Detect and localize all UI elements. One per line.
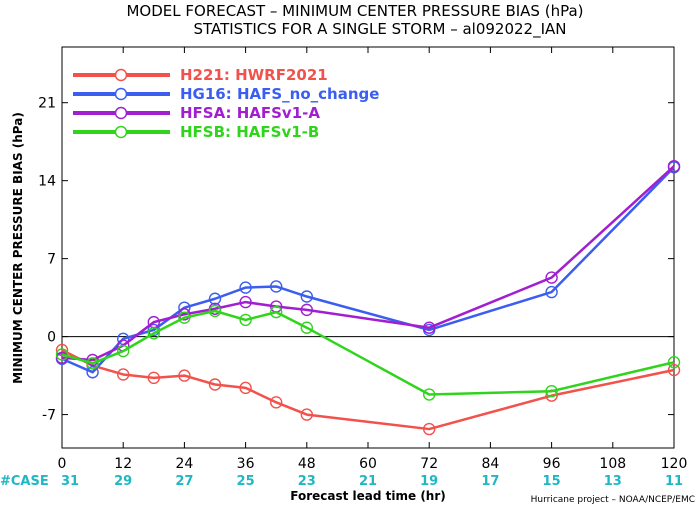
case-count: 17 (481, 474, 499, 489)
case-count: 11 (665, 474, 683, 489)
axis-ticks: 0 12 24 36 48 60 72 84 96 108 120 -7 0 7 14 21 (38, 47, 687, 472)
data-point (55, 351, 69, 364)
x-tick-label: 36 (237, 456, 255, 472)
data-point (667, 356, 681, 369)
y-tick-label: -7 (42, 408, 56, 424)
case-count: 31 (61, 474, 79, 489)
legend-marker (114, 68, 128, 82)
data-point (423, 388, 436, 401)
y-tick-label: 0 (47, 330, 56, 346)
case-count: 21 (359, 474, 377, 489)
data-point (423, 422, 436, 436)
data-point (270, 280, 283, 293)
case-count: 13 (604, 474, 622, 489)
data-point (147, 327, 161, 340)
series-3 (55, 304, 681, 401)
data-point (300, 290, 313, 303)
data-point (178, 369, 191, 382)
x-tick-label: 108 (599, 456, 626, 472)
data-point (270, 305, 283, 319)
x-tick-label: 0 (58, 456, 67, 472)
series-1 (55, 161, 681, 379)
data-point (178, 308, 191, 321)
data-point (239, 381, 252, 395)
data-point (86, 366, 99, 379)
series-0 (55, 343, 681, 436)
data-point (116, 368, 130, 381)
series-layer (55, 159, 681, 436)
data-point (545, 384, 558, 398)
plot-frame (61, 46, 675, 449)
data-point (116, 344, 130, 358)
case-count-label: #CASE (0, 474, 49, 489)
case-count: 15 (543, 474, 561, 489)
legend-entry: H221: HWRF2021 (180, 66, 328, 84)
y-tick-label: 14 (38, 174, 56, 190)
data-point (178, 311, 191, 324)
y-axis-label: MINIMUM CENTER PRESSURE BIAS (hPa) (11, 112, 25, 384)
data-point (300, 303, 313, 317)
case-counts: 31 29 27 25 23 21 19 17 15 13 11 (61, 474, 683, 489)
case-count: 27 (175, 474, 193, 489)
case-count: 19 (420, 474, 438, 489)
x-tick-label: 60 (359, 456, 377, 472)
x-axis-label: Forecast lead time (hr) (290, 489, 446, 503)
data-point (208, 292, 222, 305)
data-point (239, 281, 252, 294)
x-tick-label: 24 (175, 456, 193, 472)
data-point (545, 271, 558, 284)
credit-text: Hurricane project – NOAA/NCEP/EMC (531, 495, 695, 505)
case-count: 23 (298, 474, 316, 489)
case-count: 25 (237, 474, 255, 489)
data-point (423, 321, 436, 334)
x-tick-label: 84 (481, 456, 499, 472)
legend-entry: HFSB: HAFSv1-B (180, 123, 319, 141)
x-tick-label: 96 (543, 456, 561, 472)
x-tick-label: 72 (420, 456, 438, 472)
data-point (208, 378, 222, 391)
chart-title-line2: STATISTICS FOR A SINGLE STORM – al092022… (193, 20, 566, 39)
data-point (55, 348, 69, 361)
data-point (208, 304, 222, 318)
x-tick-label: 48 (298, 456, 316, 472)
legend-marker (114, 87, 128, 101)
x-tick-label: 120 (661, 456, 688, 472)
data-point (147, 371, 161, 385)
legend-marker (114, 125, 128, 139)
legend-entry: HFSA: HAFSv1-A (180, 104, 320, 122)
y-tick-label: 7 (47, 252, 56, 268)
data-point (300, 408, 313, 421)
series-line (61, 166, 675, 374)
legend-entry: HG16: HAFS_no_change (180, 85, 379, 103)
legend-marker (114, 106, 128, 120)
data-point (86, 357, 99, 370)
case-count: 29 (114, 474, 132, 489)
y-tick-label: 21 (38, 96, 56, 112)
x-tick-label: 12 (114, 456, 132, 472)
data-point (300, 321, 313, 334)
data-point (667, 159, 681, 173)
chart-title-line1: MODEL FORECAST – MINIMUM CENTER PRESSURE… (126, 2, 583, 20)
data-point (667, 363, 681, 377)
data-point (545, 285, 558, 299)
data-point (239, 313, 252, 327)
data-point (239, 295, 252, 309)
data-point (270, 396, 283, 409)
